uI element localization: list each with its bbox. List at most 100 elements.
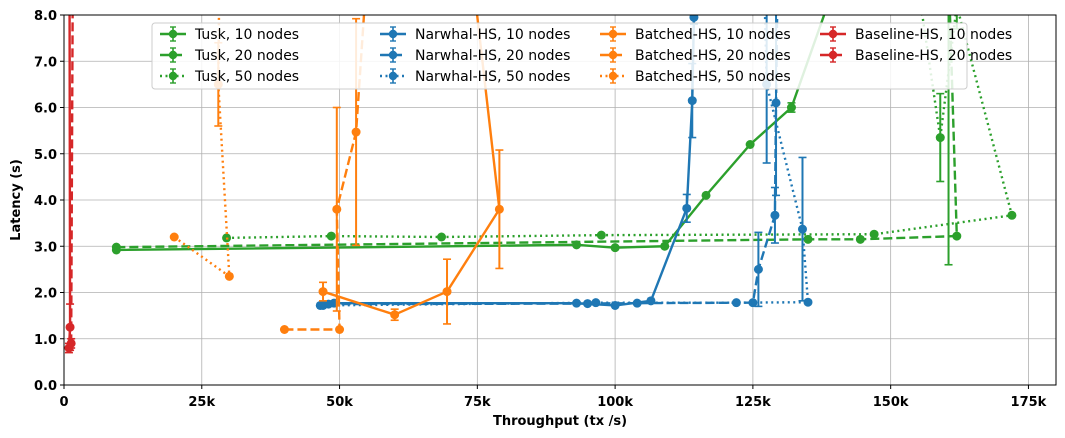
data-point <box>66 338 76 348</box>
y-tick-label: 2.0 <box>34 287 57 302</box>
legend-label: Narwhal-HS, 20 nodes <box>415 48 570 64</box>
legend: Tusk, 10 nodes Tusk, 20 nodes Tusk, 50 nod… <box>151 22 1012 90</box>
legend-marker <box>168 50 178 60</box>
data-point <box>748 298 758 308</box>
legend-entry: Narwhal-HS, 20 nodes <box>380 47 570 64</box>
y-axis-label: Latency (s) <box>9 159 24 241</box>
data-point <box>279 325 289 334</box>
series-line <box>67 15 72 349</box>
legend-label: Tusk, 50 nodes <box>194 69 299 85</box>
y-tick-label: 4.0 <box>34 194 57 209</box>
data-point <box>315 300 325 310</box>
data-point <box>797 224 807 234</box>
legend-label: Baseline-HS, 20 nodes <box>855 48 1012 64</box>
series-batched-hs-20-nodes <box>279 15 366 334</box>
series-line <box>173 15 231 278</box>
y-tick-label: 8.0 <box>34 9 57 24</box>
legend-label: Batched-HS, 20 nodes <box>635 48 791 64</box>
data-point <box>224 271 234 281</box>
y-tick-label: 3.0 <box>34 240 57 255</box>
data-point <box>771 98 781 108</box>
data-point <box>632 298 642 308</box>
legend-label: Narwhal-HS, 10 nodes <box>415 27 570 43</box>
x-tick-label: 175k <box>1011 395 1047 410</box>
y-tick-label: 7.0 <box>34 55 57 70</box>
data-point <box>351 127 361 137</box>
data-point <box>437 232 447 242</box>
data-point <box>390 310 400 320</box>
data-point <box>731 298 741 308</box>
data-point <box>803 297 813 307</box>
legend-entry: Narwhal-HS, 10 nodes <box>380 26 570 43</box>
data-point <box>1007 210 1017 220</box>
x-tick-label: 0 <box>59 395 68 410</box>
x-axis-label: Throughput (tx /s) <box>493 414 627 429</box>
legend-marker <box>388 29 398 39</box>
legend-label: Tusk, 20 nodes <box>194 48 299 64</box>
legend-entry: Baseline-HS, 20 nodes <box>820 47 1012 64</box>
series-line <box>69 15 74 344</box>
y-tick-label: 0.0 <box>34 379 57 394</box>
x-tick-label: 75k <box>464 395 491 410</box>
y-tick-label: 5.0 <box>34 148 57 163</box>
data-point <box>591 298 601 308</box>
x-tick-label: 100k <box>597 395 633 410</box>
data-point <box>770 210 780 220</box>
data-point <box>935 133 945 143</box>
data-point <box>660 241 670 251</box>
legend-entry: Tusk, 50 nodes <box>160 68 299 85</box>
data-point <box>855 234 865 244</box>
data-point <box>583 299 593 309</box>
data-point <box>318 287 328 297</box>
legend-box <box>151 22 968 90</box>
legend-entry: Batched-HS, 20 nodes <box>600 47 791 64</box>
legend-entry: Batched-HS, 50 nodes <box>600 68 791 85</box>
x-tick-label: 25k <box>188 395 215 410</box>
legend-entry: Baseline-HS, 10 nodes <box>820 26 1012 43</box>
legend-marker <box>388 71 398 81</box>
legend-marker <box>608 50 618 60</box>
data-point <box>494 204 504 214</box>
x-tick-label: 125k <box>735 395 771 410</box>
data-point <box>442 287 452 297</box>
series-line <box>116 15 826 252</box>
data-point <box>111 242 121 252</box>
data-point <box>687 96 697 106</box>
data-point <box>332 204 342 214</box>
y-tick-label: 6.0 <box>34 102 57 117</box>
data-point <box>869 229 879 239</box>
legend-entry: Tusk, 20 nodes <box>160 47 299 64</box>
legend-label: Batched-HS, 10 nodes <box>635 27 791 43</box>
data-point <box>952 1 961 10</box>
y-tick-label: 1.0 <box>34 333 57 348</box>
data-point <box>745 140 755 149</box>
data-point <box>326 231 336 241</box>
series-tusk-20-nodes <box>111 15 962 266</box>
legend-label: Narwhal-HS, 50 nodes <box>415 69 570 85</box>
x-tick-label: 150k <box>873 395 909 410</box>
ticks: 0 25k 50k 75k 100k 125k 150k 175k 0.0 1.0 2.0 3.0 4.… <box>34 9 1047 410</box>
data-point <box>335 325 345 334</box>
data-point <box>753 264 763 274</box>
legend-marker <box>608 29 618 39</box>
legend-entry: Batched-HS, 10 nodes <box>600 26 791 43</box>
data-point <box>169 232 179 242</box>
legend-marker <box>608 71 618 81</box>
series-batched-hs-10-nodes <box>318 15 504 325</box>
data-point <box>803 234 813 244</box>
legend-entry: Narwhal-HS, 50 nodes <box>380 68 570 85</box>
data-point <box>610 243 620 253</box>
legend-entry: Tusk, 10 nodes <box>160 26 299 43</box>
legend-label: Batched-HS, 50 nodes <box>635 69 791 85</box>
data-point <box>786 103 796 112</box>
series-tusk-50-nodes <box>222 1 1017 243</box>
legend-marker <box>828 50 838 60</box>
data-point <box>682 203 692 213</box>
legend-label: Baseline-HS, 10 nodes <box>855 27 1012 43</box>
legend-marker <box>168 71 178 81</box>
legend-marker <box>168 29 178 39</box>
data-point <box>596 230 606 240</box>
legend-marker <box>388 50 398 60</box>
data-point <box>701 190 711 200</box>
